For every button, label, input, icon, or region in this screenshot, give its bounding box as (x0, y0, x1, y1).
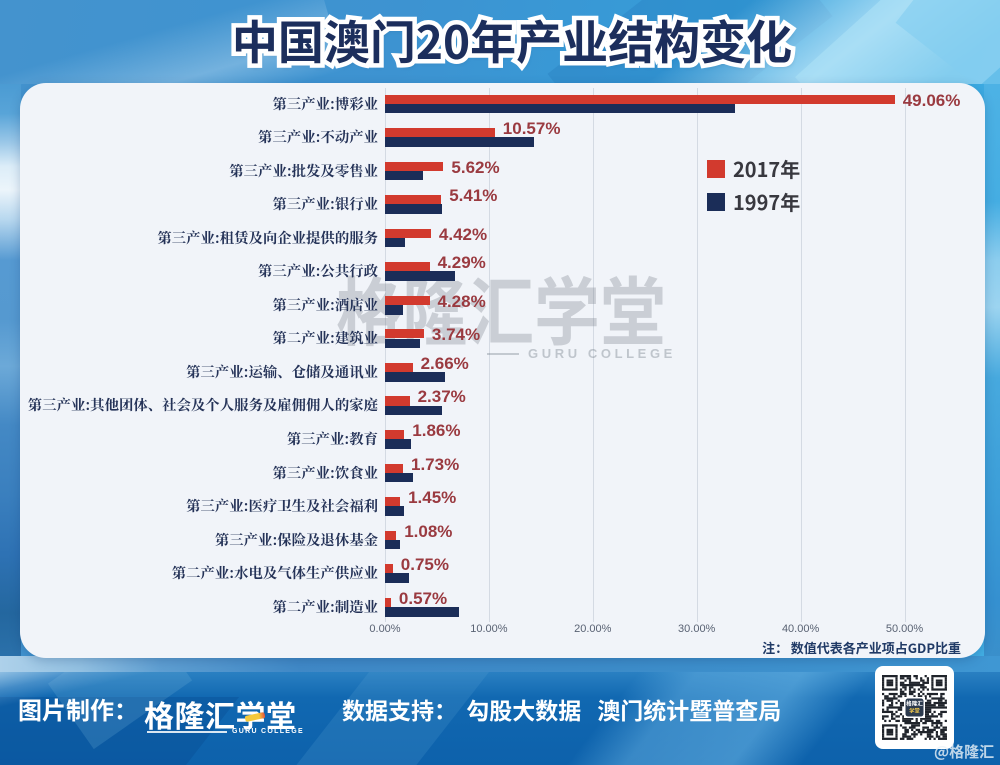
svg-text:格隆汇: 格隆汇 (906, 699, 923, 707)
svg-text:学堂: 学堂 (909, 706, 919, 714)
